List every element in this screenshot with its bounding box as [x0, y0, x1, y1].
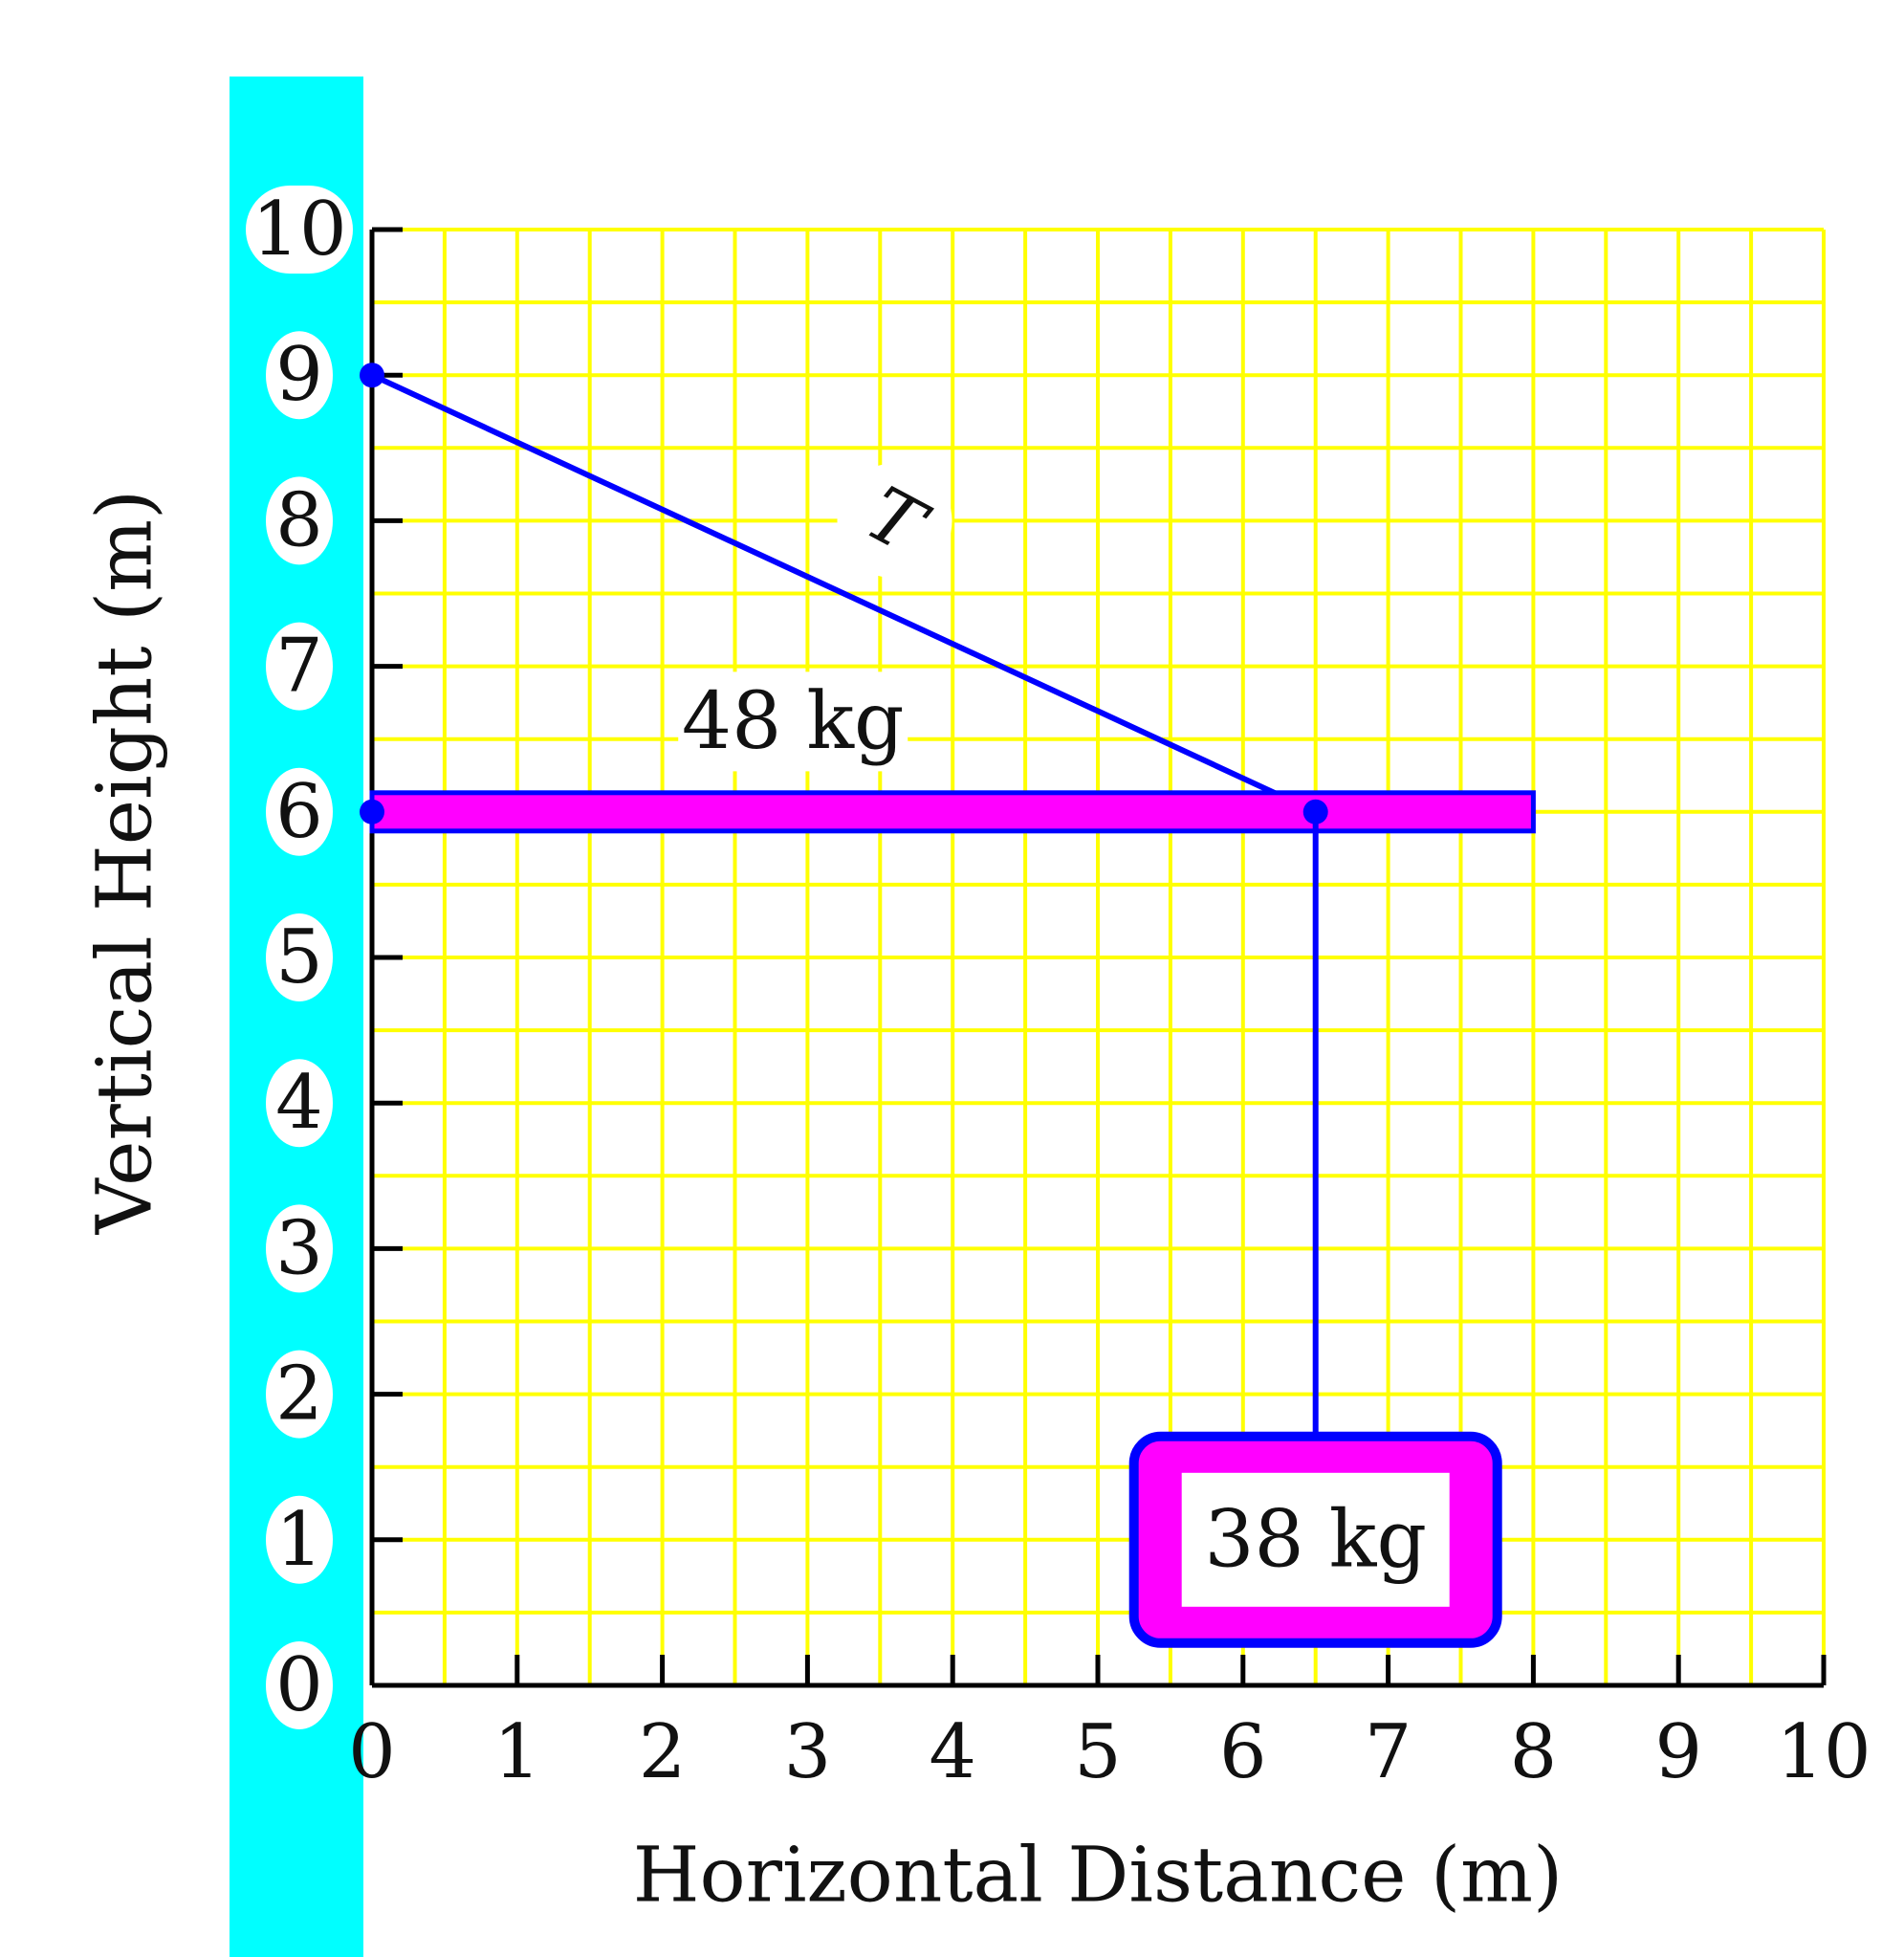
x-tick-label: 3 [784, 1709, 832, 1795]
y-axis-ticks: 0 1 2 3 4 5 6 7 8 9 10 [246, 186, 403, 1729]
y-tick-label: 8 [275, 477, 323, 563]
x-axis-title: Horizontal Distance (m) [633, 1831, 1563, 1920]
x-tick-label: 7 [1365, 1709, 1412, 1795]
pivot-point [360, 363, 384, 388]
y-tick-label-bg [266, 622, 333, 711]
y-tick-label-bg [266, 1059, 333, 1148]
tension-label-group: T [837, 463, 952, 579]
x-tick-label: 6 [1219, 1709, 1267, 1795]
y-tick-label-bg [266, 476, 333, 565]
axes: 0 1 2 3 4 5 6 7 8 9 10 0 1 2 3 4 5 6 7 8 9 10 [246, 186, 1871, 1795]
beam-mass-label: 48 kg [682, 676, 905, 767]
y-tick-label: 3 [275, 1205, 323, 1291]
x-tick-label: 0 [348, 1709, 396, 1795]
tension-label-bg [837, 463, 952, 579]
x-tick-label: 2 [639, 1709, 687, 1795]
y-tick-label: 9 [275, 332, 323, 418]
y-tick-label: 0 [275, 1642, 323, 1728]
y-tick-label: 2 [275, 1352, 323, 1438]
x-tick-label: 4 [929, 1709, 976, 1795]
x-axis-ticks: 0 1 2 3 4 5 6 7 8 9 10 [348, 1655, 1871, 1795]
y-tick-label-bg [266, 331, 333, 420]
x-tick-label: 10 [1776, 1709, 1871, 1795]
y-tick-label-bg [246, 186, 353, 274]
y-tick-label: 1 [275, 1497, 323, 1583]
x-tick-label: 1 [493, 1709, 541, 1795]
pivot-point [360, 799, 384, 825]
y-tick-label: 5 [275, 914, 323, 1000]
beam [369, 790, 1536, 834]
hanging-mass-label: 38 kg [1204, 1494, 1427, 1585]
x-tick-label: 9 [1654, 1709, 1702, 1795]
x-tick-label: 5 [1074, 1709, 1122, 1795]
hanging-mass-label-bg [1181, 1472, 1450, 1607]
y-tick-label: 4 [275, 1060, 323, 1146]
grid [372, 228, 1826, 1685]
y-tick-label-bg [266, 1495, 333, 1584]
y-tick-label: 7 [275, 624, 323, 710]
y-tick-label-bg [266, 1350, 333, 1439]
x-tick-label: 8 [1510, 1709, 1558, 1795]
y-tick-label-bg [266, 767, 333, 856]
y-tick-label: 10 [252, 187, 346, 273]
pivot-points [360, 363, 1328, 825]
pivot-point [1302, 799, 1328, 825]
tension-cable [370, 372, 1317, 815]
beam-mass-label-group: 48 kg [678, 671, 908, 772]
y-tick-label-bg [266, 913, 333, 1001]
y-tick-label: 6 [275, 769, 323, 855]
y-tick-label-bg [266, 1641, 333, 1729]
y-axis-title: Vertical Height (m) [80, 490, 169, 1236]
beam-mass-label-bg [678, 671, 908, 772]
hanging-mass-box: 38 kg [1128, 1431, 1502, 1648]
y-tick-label-bg [266, 1204, 333, 1293]
